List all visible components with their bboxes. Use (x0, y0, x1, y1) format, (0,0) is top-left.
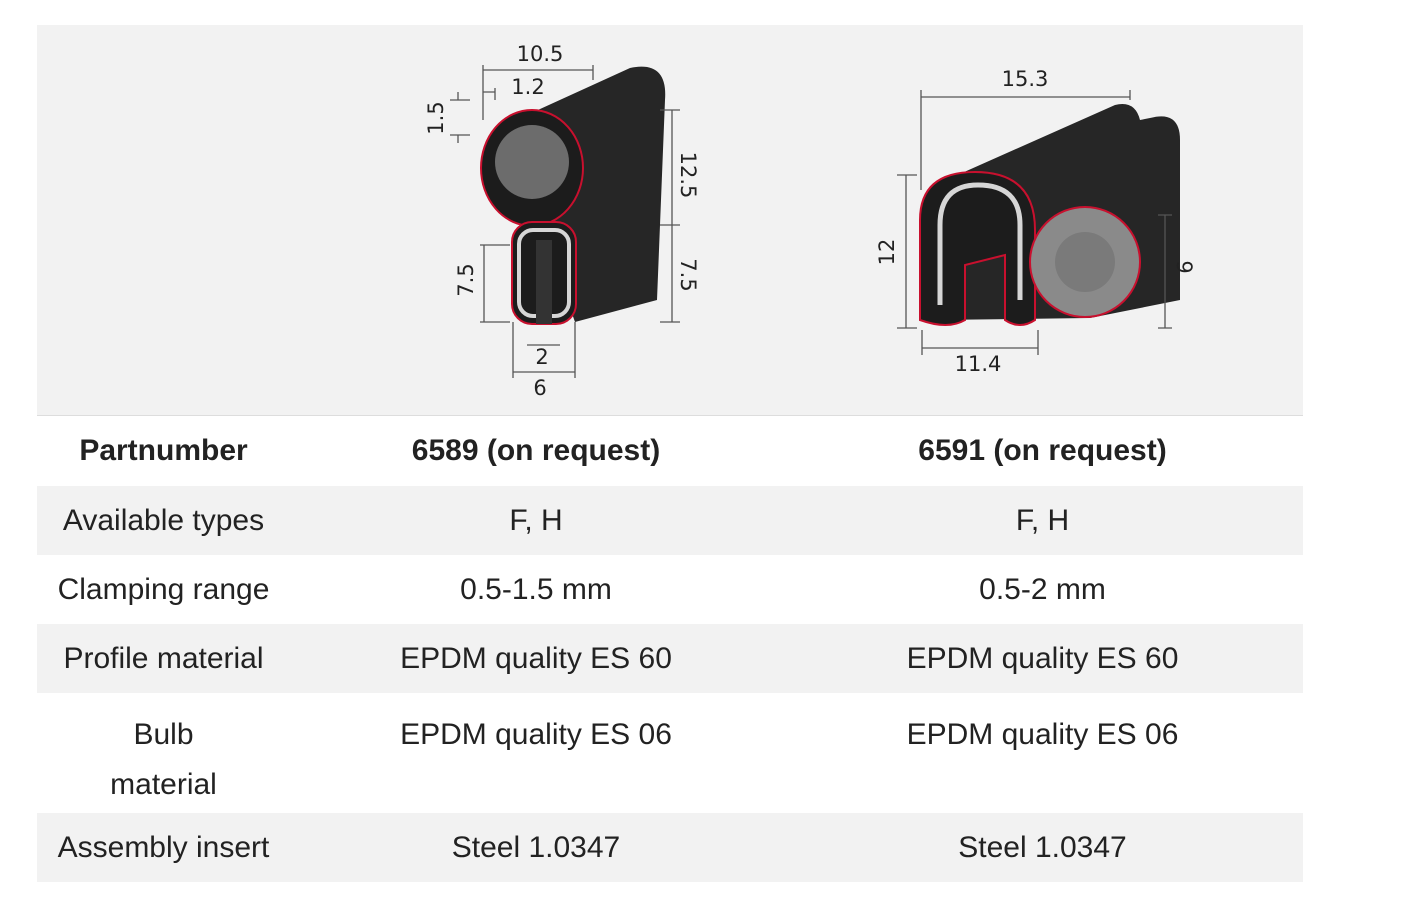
cell: Bulb material (37, 693, 290, 813)
dimension: 6 (533, 376, 546, 400)
header-cell: 6589 (on request) (411, 434, 661, 467)
cell: 0.5-1.5 mm (460, 572, 612, 606)
header-cell: Partnumber (79, 434, 248, 467)
cell: F, H (782, 486, 1303, 555)
cell: F, H (290, 486, 782, 555)
profile-6591: 15.3 12 9 11.4 (875, 67, 1196, 376)
dimension: 12 (875, 239, 899, 266)
cell: EPDM quality ES 60 (782, 624, 1303, 693)
cell: 0.5-2 mm (979, 572, 1106, 606)
header-row: Partnumber 6589 (on request) 6591 (on re… (37, 416, 1303, 486)
dimension: 7.5 (676, 258, 700, 291)
row: Bulb material EPDM quality ES 06 EPDM qu… (37, 693, 1303, 813)
dimension: 1.5 (424, 101, 448, 134)
cell-text: Bulb material (110, 718, 217, 801)
cell: EPDM quality ES 06 (906, 718, 1179, 751)
cell: EPDM quality ES 60 (290, 624, 782, 693)
profile-6589: 10.5 1.2 1.5 12.5 7.5 7.5 2 6 (424, 42, 700, 400)
row: Available types F, H F, H (37, 486, 1303, 555)
cell: Available types (37, 486, 290, 555)
cell: Steel 1.0347 (290, 813, 782, 882)
cell: Assembly insert (37, 813, 290, 882)
row: Clamping range 0.5-1.5 mm 0.5-2 mm (37, 555, 1303, 624)
profile-drawings: 10.5 1.2 1.5 12.5 7.5 7.5 2 6 15.3 12 9 … (37, 25, 1303, 416)
cell: Clamping range (57, 572, 270, 606)
dimension: 12.5 (676, 152, 700, 199)
row: Profile material EPDM quality ES 60 EPDM… (37, 624, 1303, 693)
row: Assembly insert Steel 1.0347 Steel 1.034… (37, 813, 1303, 882)
dimension: 10.5 (517, 42, 564, 66)
spec-table: Partnumber 6589 (on request) 6591 (on re… (37, 416, 1303, 882)
product-block: 10.5 1.2 1.5 12.5 7.5 7.5 2 6 15.3 12 9 … (37, 25, 1303, 882)
dimension: 9 (1172, 260, 1196, 273)
cell: EPDM quality ES 06 (400, 718, 672, 751)
header-cell: 6591 (on request) (918, 434, 1167, 467)
dimension: 11.4 (955, 352, 1002, 376)
dimension: 15.3 (1002, 67, 1049, 91)
cell: Steel 1.0347 (782, 813, 1303, 882)
cell: Profile material (37, 624, 290, 693)
dimension: 1.2 (511, 75, 544, 99)
dimension: 2 (535, 345, 548, 369)
dimension: 7.5 (454, 263, 478, 296)
